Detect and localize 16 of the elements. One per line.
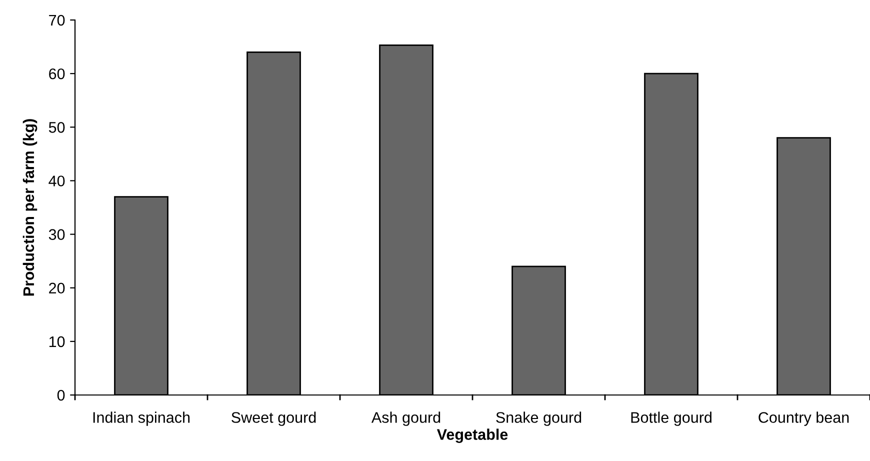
- x-tick-label: Indian spinach: [93, 412, 190, 426]
- y-tick-label: 20: [49, 282, 65, 294]
- y-tick-label: 30: [48, 229, 65, 240]
- y-tick-label: 70: [49, 14, 65, 26]
- x-tick-label: Sweet gourd: [232, 412, 316, 426]
- x-tick-label: Snake gourd: [496, 412, 582, 426]
- x-tick-label: Country bean: [758, 412, 849, 426]
- y-tick-label: 10: [49, 336, 65, 348]
- y-axis-title: Production per farm (kg): [22, 119, 38, 296]
- x-axis-title: Vegetable: [436, 428, 508, 443]
- x-tick-label: Ash gourd: [371, 412, 440, 426]
- y-tick-label: 60: [49, 68, 65, 80]
- y-tick-label: 0: [57, 390, 65, 401]
- y-tick-label: 50: [48, 122, 65, 133]
- y-tick-label: 40: [48, 176, 65, 186]
- x-tick-label: Bottle gourd: [631, 412, 712, 426]
